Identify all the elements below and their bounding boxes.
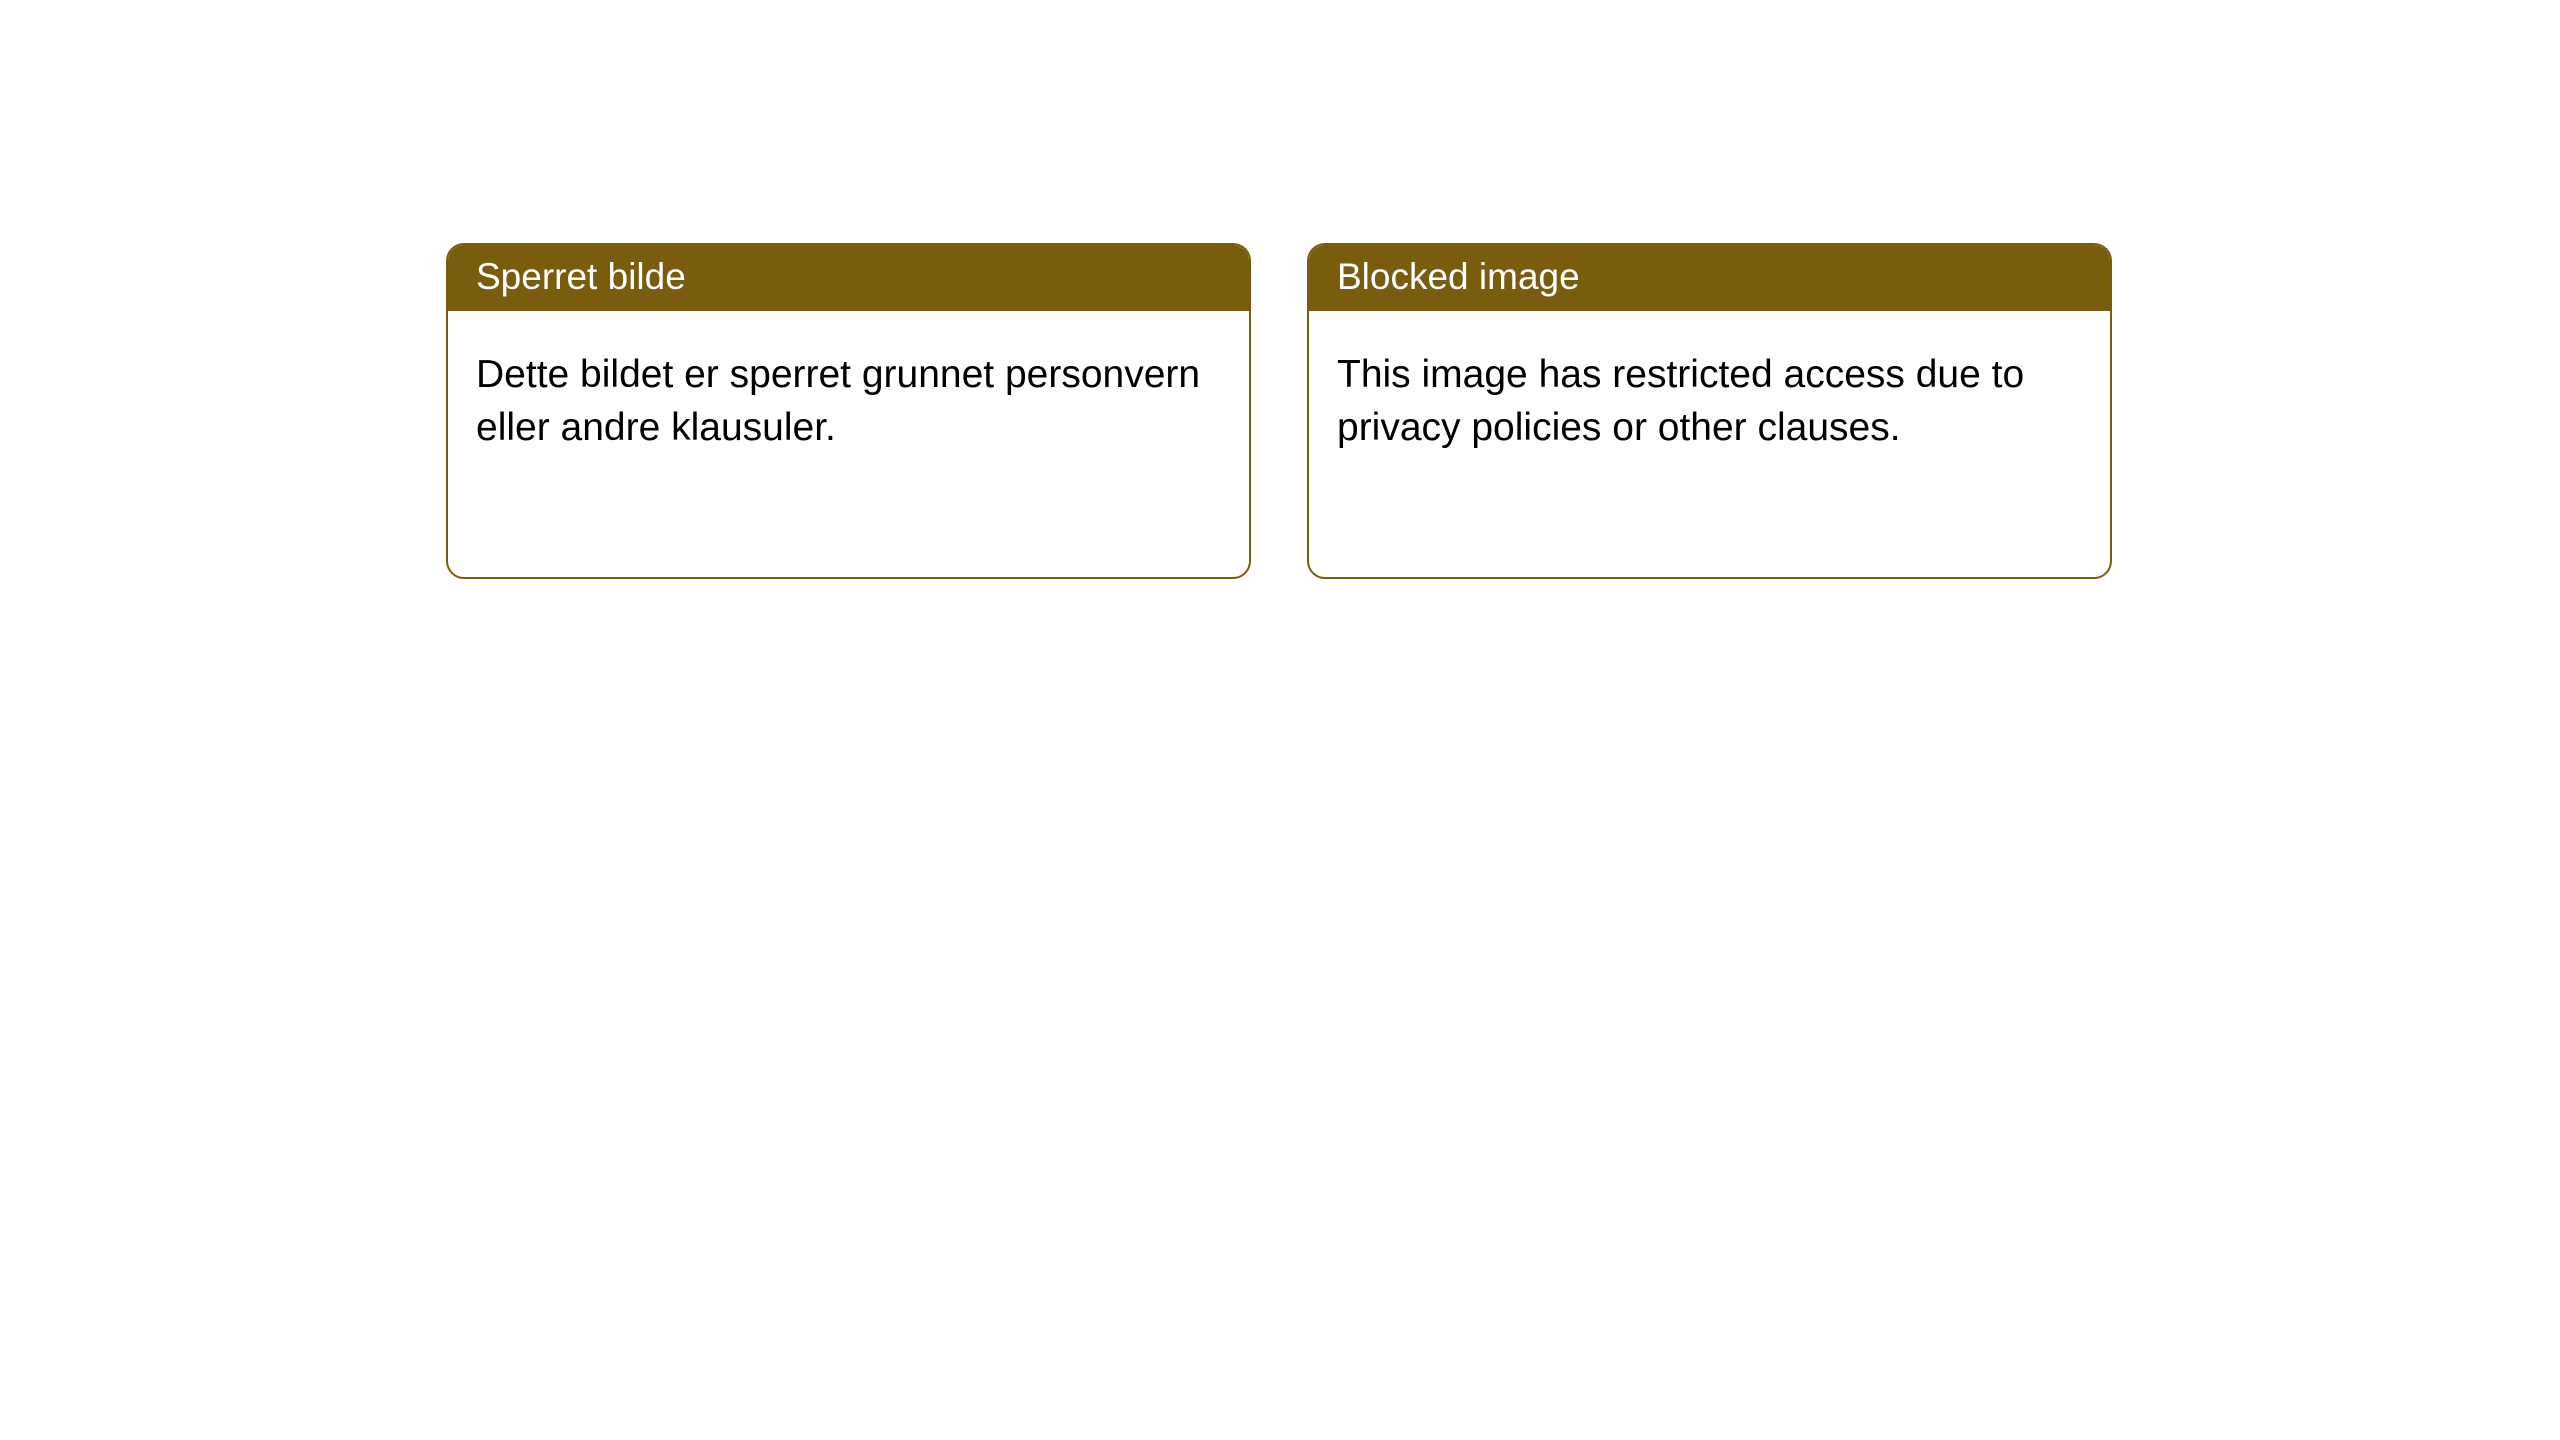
notice-cards-container: Sperret bilde Dette bildet er sperret gr… <box>0 0 2560 579</box>
card-title-no: Sperret bilde <box>448 245 1249 311</box>
card-body-en: This image has restricted access due to … <box>1309 311 2110 482</box>
blocked-image-card-no: Sperret bilde Dette bildet er sperret gr… <box>446 243 1251 579</box>
card-body-no: Dette bildet er sperret grunnet personve… <box>448 311 1249 482</box>
card-title-en: Blocked image <box>1309 245 2110 311</box>
blocked-image-card-en: Blocked image This image has restricted … <box>1307 243 2112 579</box>
